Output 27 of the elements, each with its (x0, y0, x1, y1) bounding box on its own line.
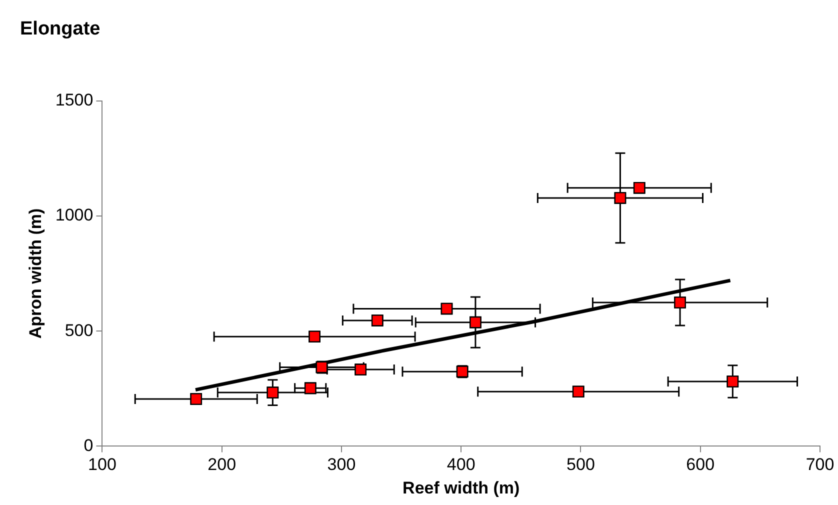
point (304, 382, 316, 394)
x-tick-label: 600 (686, 455, 715, 474)
x-tick-label: 300 (327, 455, 356, 474)
point (614, 192, 626, 204)
point (440, 302, 453, 315)
chart-title: Elongate (20, 18, 100, 40)
y-axis-title: Apron width (m) (26, 208, 45, 339)
point (633, 182, 646, 194)
y-tick-label: 500 (64, 320, 94, 340)
point (572, 386, 584, 398)
x-tick-label: 100 (88, 455, 116, 474)
x-axis-title: Reef width (m) (402, 478, 520, 498)
point (726, 376, 739, 388)
point (674, 296, 686, 308)
point (266, 386, 279, 398)
y-tick-label: 1500 (55, 90, 94, 110)
point (371, 314, 384, 326)
x-tick-label: 200 (208, 455, 236, 474)
x-tick-label: 400 (446, 455, 476, 474)
point (190, 393, 202, 405)
point (470, 316, 482, 328)
y-tick-label: 1000 (55, 206, 94, 225)
y-tick-label: 0 (84, 436, 94, 455)
point (308, 330, 320, 342)
point (354, 364, 367, 376)
x-tick-label: 700 (806, 455, 834, 474)
x-tick-label: 500 (566, 455, 595, 474)
